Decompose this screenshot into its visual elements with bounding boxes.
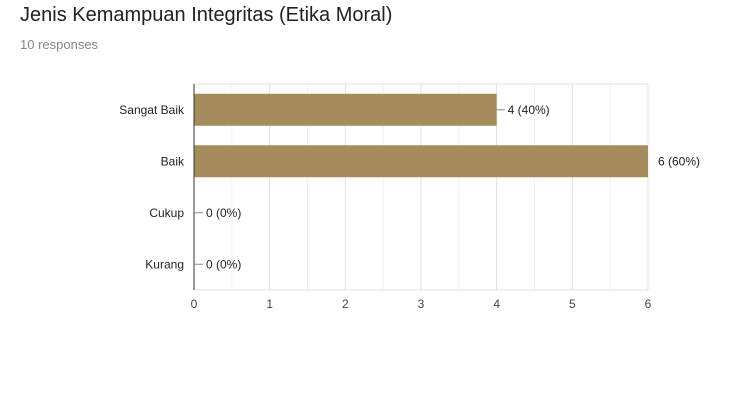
x-tick-label: 4 (493, 297, 500, 311)
bars (194, 93, 648, 178)
x-tick-label: 3 (418, 297, 425, 311)
x-tick-label: 6 (645, 297, 652, 311)
x-tick-label: 2 (342, 297, 349, 311)
labels: Sangat Baik 4 (40%) Baik 6 (60%) Cukup 0 (0%)… (119, 103, 700, 311)
category-label: Kurang (145, 257, 184, 271)
response-count: 10 responses (20, 37, 99, 52)
category-label: Sangat Baik (119, 103, 185, 117)
data-label: 0 (0%) (206, 257, 241, 271)
x-tick-label: 0 (191, 297, 198, 311)
data-label: 4 (40%) (508, 103, 550, 117)
x-tick-label: 5 (569, 297, 576, 311)
data-label: 6 (60%) (658, 154, 700, 168)
x-tick-label: 1 (266, 297, 273, 311)
category-label: Cukup (149, 206, 184, 220)
bar (194, 145, 648, 178)
data-label: 0 (0%) (206, 206, 241, 220)
bar (194, 93, 497, 126)
chart-title: Jenis Kemampuan Integritas (Etika Moral) (20, 4, 393, 26)
category-label: Baik (161, 154, 185, 168)
